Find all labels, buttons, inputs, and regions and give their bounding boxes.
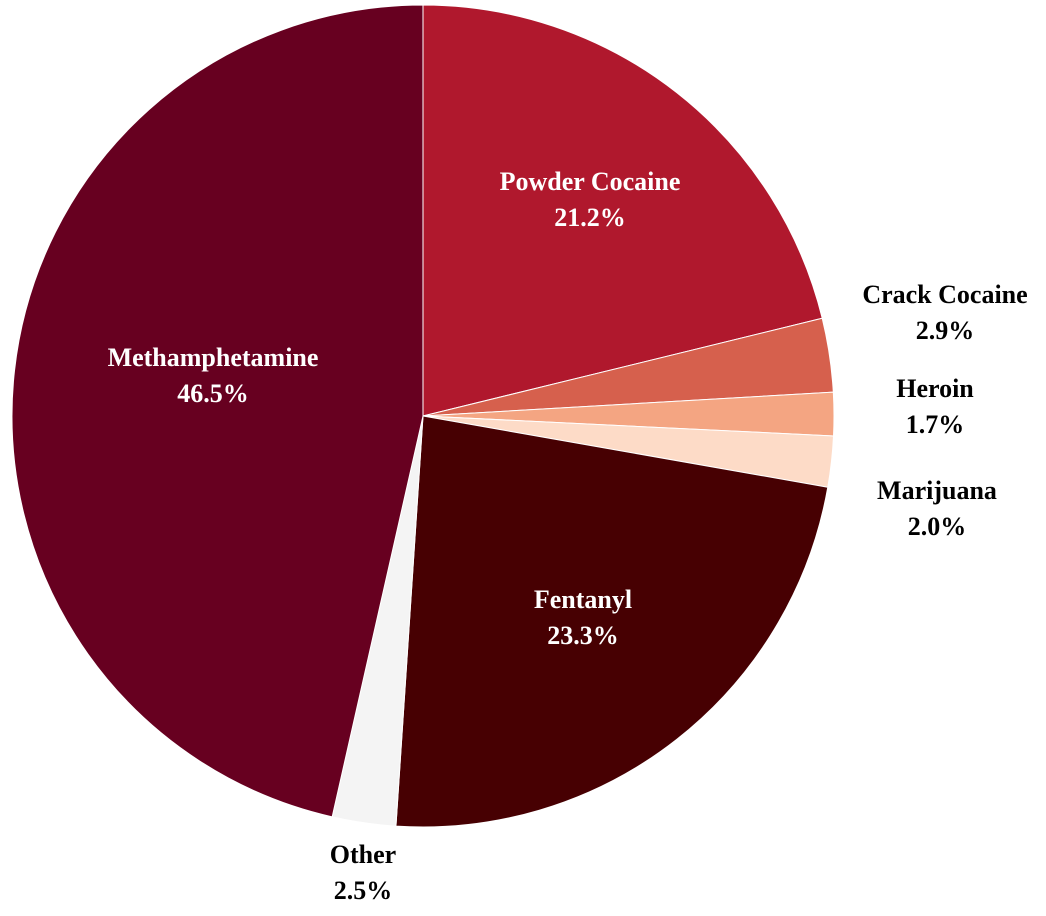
pie-label-other: Other 2.5% xyxy=(330,840,396,905)
pie-label-value: 21.2% xyxy=(554,203,626,232)
pie-label-name: Fentanyl xyxy=(534,585,632,614)
pie-label-value: 2.0% xyxy=(908,512,967,541)
pie-label-methamphetamine: Methamphetamine 46.5% xyxy=(108,343,319,408)
pie-label-name: Marijuana xyxy=(877,476,997,505)
pie-label-value: 2.5% xyxy=(334,876,393,905)
pie-label-name: Heroin xyxy=(896,374,974,403)
pie-label-heroin: Heroin 1.7% xyxy=(896,374,974,439)
pie-label-name: Powder Cocaine xyxy=(500,167,681,196)
pie-labels: Powder Cocaine 21.2% Crack Cocaine 2.9% Hero… xyxy=(108,167,1028,905)
pie-slice-powder-cocaine xyxy=(422,4,823,417)
pie-label-powder-cocaine: Powder Cocaine 21.2% xyxy=(500,167,681,232)
pie-label-value: 1.7% xyxy=(906,410,965,439)
pie-label-name: Other xyxy=(330,840,396,869)
pie-label-fentanyl: Fentanyl 23.3% xyxy=(534,585,632,650)
pie-label-marijuana: Marijuana 2.0% xyxy=(877,476,997,541)
pie-label-value: 46.5% xyxy=(177,379,249,408)
pie-label-value: 23.3% xyxy=(547,621,619,650)
pie-slices xyxy=(11,4,835,828)
pie-label-value: 2.9% xyxy=(916,316,975,345)
pie-slice-methamphetamine xyxy=(11,4,424,818)
pie-slice-fentanyl xyxy=(395,415,829,828)
pie-label-name: Crack Cocaine xyxy=(862,280,1027,309)
pie-label-crack-cocaine: Crack Cocaine 2.9% xyxy=(862,280,1027,345)
pie-label-name: Methamphetamine xyxy=(108,343,319,372)
